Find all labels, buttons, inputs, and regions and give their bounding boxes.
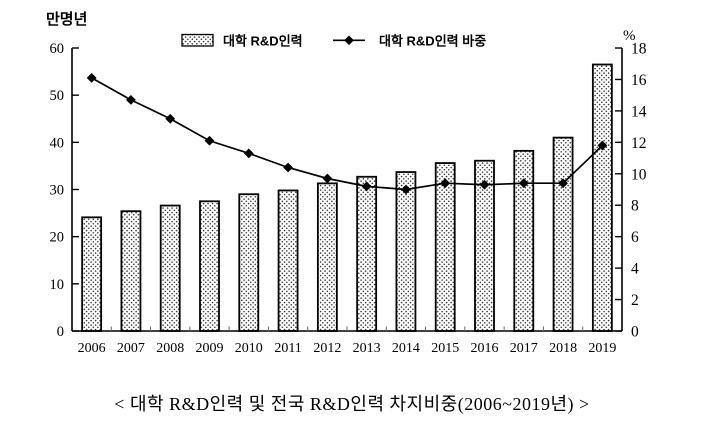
x-axis-label-2011: 2011 bbox=[274, 341, 301, 356]
x-axis-label-2010: 2010 bbox=[235, 341, 263, 356]
line-markers bbox=[86, 72, 608, 195]
bar-2006 bbox=[81, 216, 103, 332]
diamond-marker-2008 bbox=[165, 113, 176, 124]
legend-line-label: 대학 R&D인력 바중 bbox=[379, 34, 486, 49]
diamond-marker-2016 bbox=[479, 179, 490, 190]
line-series bbox=[91, 77, 603, 191]
bar-2010 bbox=[238, 193, 260, 332]
right-axis-tick-label: 16 bbox=[631, 72, 647, 89]
diamond-marker-2013 bbox=[361, 181, 372, 192]
x-axis-label-2013: 2013 bbox=[353, 341, 381, 356]
left-axis-tick-label: 60 bbox=[50, 41, 65, 57]
bar-2017 bbox=[513, 149, 535, 332]
rnd-personnel-combo-chart: 만명년% 대학 R&D인력 대학 R&D인력 바중 0 10 20 30 40 50 60 0 2 4 6… bbox=[46, 10, 647, 356]
diamond-marker-2015 bbox=[440, 178, 451, 189]
right-axis-tick-label: 4 bbox=[631, 261, 639, 278]
axes bbox=[71, 47, 623, 332]
bar-2018 bbox=[552, 136, 574, 332]
bar-2012 bbox=[316, 182, 338, 332]
left-axis-tick-label: 20 bbox=[50, 230, 65, 246]
right-axis-tick-label: 0 bbox=[631, 324, 639, 341]
legend-bar-swatch bbox=[181, 33, 214, 47]
left-axis-tick-label: 50 bbox=[50, 88, 65, 104]
x-axis-label-2007: 2007 bbox=[117, 341, 145, 356]
legend bbox=[181, 33, 365, 47]
x-axis-label-2018: 2018 bbox=[549, 341, 577, 356]
right-axis-tick-label: 2 bbox=[631, 292, 639, 309]
legend-diamond-marker bbox=[344, 35, 354, 46]
bar-2009 bbox=[199, 200, 220, 332]
diamond-marker-2017 bbox=[518, 178, 529, 189]
bar-2011 bbox=[277, 189, 299, 332]
bar-2014 bbox=[395, 171, 417, 332]
right-axis-tick-label: 10 bbox=[631, 166, 647, 183]
x-axis-label-2015: 2015 bbox=[431, 341, 459, 356]
x-axis-label-2014: 2014 bbox=[392, 341, 420, 356]
bar-2019 bbox=[591, 63, 613, 332]
bar-2015 bbox=[434, 162, 456, 332]
x-axis-label-2009: 2009 bbox=[196, 341, 224, 356]
bar-series bbox=[81, 63, 613, 332]
right-axis-tick-label: 12 bbox=[631, 135, 647, 152]
diamond-marker-2019 bbox=[597, 140, 608, 151]
chart-caption: < 대학 R&D인력 및 전국 R&D인력 차지비중(2006~2019년) > bbox=[114, 394, 590, 414]
right-axis-unit-label: % bbox=[623, 28, 636, 44]
diamond-marker-2010 bbox=[243, 148, 254, 159]
bar-2008 bbox=[159, 204, 181, 332]
diamond-marker-2007 bbox=[126, 94, 136, 105]
diamond-marker-2014 bbox=[401, 184, 411, 195]
x-axis-label-2016: 2016 bbox=[471, 341, 499, 356]
x-axis-label-2019: 2019 bbox=[588, 341, 616, 356]
x-axis-label-2017: 2017 bbox=[510, 341, 538, 356]
left-axis-tick-label: 40 bbox=[50, 135, 65, 151]
right-axis-tick-label: 18 bbox=[631, 41, 647, 58]
left-axis-tick-label: 10 bbox=[50, 277, 65, 293]
x-axis-label-2006: 2006 bbox=[78, 341, 106, 356]
right-axis-tick-label: 8 bbox=[631, 198, 639, 215]
right-axis-tick-label: 6 bbox=[631, 229, 639, 246]
diamond-marker-2006 bbox=[86, 72, 97, 83]
diamond-marker-2011 bbox=[283, 162, 293, 173]
x-axis-label-2012: 2012 bbox=[313, 341, 341, 356]
left-axis-unit-label: 만명년 bbox=[46, 10, 87, 28]
x-axis-label-2008: 2008 bbox=[156, 341, 184, 356]
left-axis-tick-label: 30 bbox=[50, 183, 65, 199]
right-axis-tick-label: 14 bbox=[631, 103, 647, 120]
diamond-marker-2018 bbox=[558, 178, 568, 189]
bar-2007 bbox=[120, 210, 142, 332]
left-axis-tick-label: 0 bbox=[57, 324, 64, 340]
diamond-marker-2009 bbox=[204, 135, 215, 146]
bar-2013 bbox=[356, 175, 378, 332]
diamond-marker-2012 bbox=[322, 173, 333, 184]
legend-bar-label: 대학 R&D인력 bbox=[223, 34, 303, 49]
